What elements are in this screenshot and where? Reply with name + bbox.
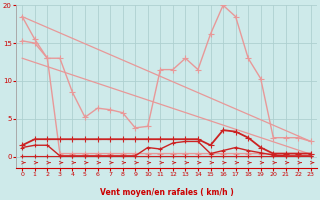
X-axis label: Vent moyen/en rafales ( km/h ): Vent moyen/en rafales ( km/h ) (100, 188, 234, 197)
